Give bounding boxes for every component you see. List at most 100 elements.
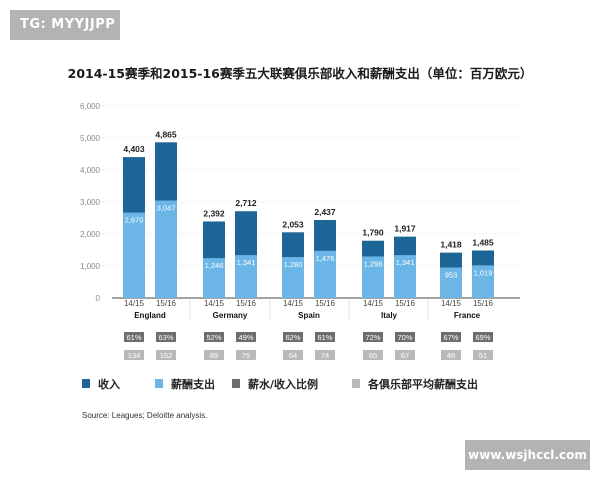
ratio-box xyxy=(283,332,303,342)
revenue-value-label: 4,865 xyxy=(155,129,177,139)
revenue-value-label: 4,403 xyxy=(123,144,145,154)
wages-value-label: 1,476 xyxy=(316,254,335,263)
bar-group-france: 1,418 953 14/15 67% 48 1,485 1,019 15/16 69% 51 Fr… xyxy=(440,237,494,360)
avg-wage-label: 51 xyxy=(479,351,487,360)
wages-bar xyxy=(282,257,304,298)
ratio-box xyxy=(236,332,256,342)
revenue-value-label: 1,790 xyxy=(362,228,384,238)
ratio-label: 63% xyxy=(158,333,173,342)
ratio-label: 61% xyxy=(126,333,141,342)
avg-wage-label: 64 xyxy=(289,351,297,360)
watermark-tag: TG: MYYJJPP xyxy=(10,10,120,40)
legend-swatch xyxy=(82,379,90,388)
wages-bar xyxy=(235,255,257,298)
bar-group-italy: 1,790 1,298 14/15 72% 65 1,917 1,341 15/16 70% 67… xyxy=(362,224,416,360)
season-label: 15/16 xyxy=(395,299,416,308)
season-label: 14/15 xyxy=(363,299,384,308)
avg-wage-box xyxy=(363,350,383,360)
season-label: 14/15 xyxy=(441,299,462,308)
chart-title: 2014-15赛季和2015-16赛季五大联赛俱乐部收入和薪酬支出（单位：百万欧… xyxy=(68,66,533,81)
avg-wage-box xyxy=(124,350,144,360)
wages-value-label: 953 xyxy=(445,271,458,280)
wages-bar xyxy=(362,256,384,298)
avg-wage-label: 152 xyxy=(160,351,173,360)
ratio-label: 67% xyxy=(443,333,458,342)
avg-wage-box xyxy=(441,350,461,360)
avg-wage-label: 75 xyxy=(242,351,250,360)
ratio-box xyxy=(124,332,144,342)
avg-wage-label: 48 xyxy=(447,351,455,360)
ratio-box xyxy=(156,332,176,342)
wages-bar xyxy=(203,258,225,298)
ratio-box xyxy=(204,332,224,342)
wages-value-label: 1,298 xyxy=(364,259,383,268)
wages-value-label: 1,246 xyxy=(205,261,224,270)
legend-label: 收入 xyxy=(98,377,120,391)
bar-group-germany: 2,392 1,246 14/15 52% 69 2,712 1,341 15/16 49% 75… xyxy=(203,198,257,360)
bar-groups: 4,403 2,670 14/15 61% 134 4,865 3,047 15/16 63% 1… xyxy=(123,129,494,360)
country-label: France xyxy=(454,311,481,320)
wages-bar xyxy=(440,267,462,298)
legend-swatch xyxy=(232,379,240,388)
source-note: Source: Leagues; Deloitte analysis. xyxy=(82,411,207,420)
revenue-value-label: 2,437 xyxy=(314,207,336,217)
season-label: 15/16 xyxy=(473,299,494,308)
wages-bar xyxy=(155,200,177,298)
country-label: Italy xyxy=(381,311,398,320)
ratio-label: 69% xyxy=(475,333,490,342)
y-tick-label: 3,000 xyxy=(80,198,101,207)
avg-wage-box xyxy=(204,350,224,360)
season-label: 15/16 xyxy=(236,299,257,308)
wages-value-label: 1,019 xyxy=(474,268,493,277)
wages-value-label: 1,341 xyxy=(396,258,415,267)
bar-group-spain: 2,053 1,280 14/15 62% 64 2,437 1,476 15/16 61% 74… xyxy=(282,207,336,360)
revenue-value-label: 1,418 xyxy=(440,240,462,250)
season-label: 15/16 xyxy=(156,299,177,308)
ratio-label: 70% xyxy=(397,333,412,342)
ratio-label: 61% xyxy=(317,333,332,342)
watermark-site: www.wsjhccl.com xyxy=(465,440,590,470)
y-tick-label: 1,000 xyxy=(80,262,101,271)
ratio-box xyxy=(395,332,415,342)
wages-bar xyxy=(314,250,336,298)
wages-value-label: 2,670 xyxy=(125,216,144,225)
wages-bar xyxy=(394,255,416,298)
avg-wage-label: 69 xyxy=(210,351,218,360)
y-axis: 0 1,000 2,000 3,000 4,000 5,000 6,000 xyxy=(80,102,101,303)
season-label: 14/15 xyxy=(124,299,145,308)
y-tick-label: 4,000 xyxy=(80,166,101,175)
country-label: Spain xyxy=(298,311,320,320)
season-label: 15/16 xyxy=(315,299,336,308)
revenue-value-label: 2,712 xyxy=(235,198,257,208)
y-tick-label: 6,000 xyxy=(80,102,101,111)
legend-swatch xyxy=(352,379,360,388)
season-label: 14/15 xyxy=(283,299,304,308)
y-tick-label: 5,000 xyxy=(80,134,101,143)
ratio-box xyxy=(441,332,461,342)
avg-wage-label: 74 xyxy=(321,351,329,360)
revenue-value-label: 1,485 xyxy=(472,237,494,247)
ratio-label: 62% xyxy=(285,333,300,342)
wages-value-label: 1,280 xyxy=(284,260,303,269)
legend-label: 薪水/收入比例 xyxy=(248,377,318,391)
legend-swatch xyxy=(155,379,163,388)
avg-wage-box xyxy=(473,350,493,360)
ratio-box xyxy=(473,332,493,342)
revenue-value-label: 1,917 xyxy=(394,224,416,234)
bar-group-england: 4,403 2,670 14/15 61% 134 4,865 3,047 15/16 63% 1… xyxy=(123,129,177,360)
avg-wage-label: 134 xyxy=(128,351,141,360)
y-tick-label: 0 xyxy=(96,294,101,303)
avg-wage-box xyxy=(156,350,176,360)
ratio-box xyxy=(315,332,335,342)
legend-label: 各俱乐部平均薪酬支出 xyxy=(367,377,478,391)
ratio-label: 52% xyxy=(206,333,221,342)
season-label: 14/15 xyxy=(204,299,225,308)
avg-wage-label: 65 xyxy=(369,351,377,360)
revenue-value-label: 2,053 xyxy=(282,219,304,229)
country-label: England xyxy=(134,311,166,320)
ratio-box xyxy=(363,332,383,342)
wages-value-label: 3,047 xyxy=(157,203,176,212)
country-label: Germany xyxy=(213,311,248,320)
ratio-label: 72% xyxy=(365,333,380,342)
